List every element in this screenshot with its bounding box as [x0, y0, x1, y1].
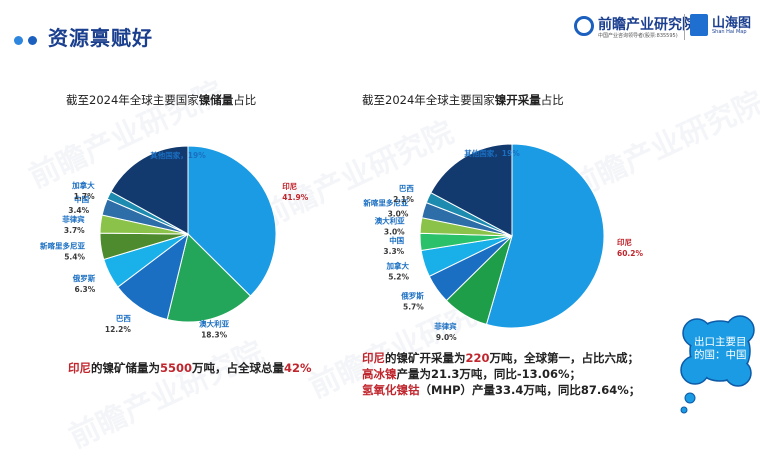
slice-value-label: 3.0% [388, 210, 409, 219]
slice-value-label: 3.0% [384, 228, 405, 237]
note-highlight: 5500 [160, 361, 193, 375]
mining-note-1: 印尼的镍矿开采量为220万吨，全球第一，占比六成； [362, 350, 639, 366]
brand2-subtitle: Shan Hai Map [712, 29, 747, 35]
slice-value-label: 3.7% [64, 226, 85, 235]
slice-name-label: 新喀里多尼亚 [40, 241, 85, 251]
brand-mark-icon [574, 16, 594, 36]
note-highlight: 高冰镍 [362, 367, 397, 381]
pie-chart-0: 印尼 41.9% 澳大利亚 18.3% 巴西 12.2% 俄罗斯 6.3% 新喀里多尼亚 5.4%… [40, 145, 309, 339]
note-highlight: 印尼 [362, 351, 385, 365]
slice-name-label: 澳大利亚 [199, 318, 229, 328]
note-text: 的镍矿开采量为 [385, 351, 466, 365]
brand2-name: 山海图 [712, 16, 752, 31]
pie-chart-1: 印尼60.2%菲律宾9.0%俄罗斯5.7%加拿大5.2%中国3.3%澳大利亚3.… [363, 143, 644, 342]
slice-name-label: 印尼 [282, 181, 297, 191]
slice-value-label: 1.7% [74, 192, 95, 201]
slice-name-label: 俄罗斯 [72, 273, 96, 283]
brand-subtitle: 中国产业咨询领导者(股票:835595) [598, 33, 678, 39]
cloud-text: 出口主要目的国：中国 [694, 336, 747, 361]
chart-title-prefix: 截至2024年全球主要国家 [66, 93, 199, 107]
note-highlight: 42% [284, 361, 312, 375]
slice-value-label: 41.9% [282, 193, 309, 202]
pie-slice [485, 143, 605, 329]
slice-value-label: 5.7% [403, 302, 424, 311]
slice-name-label: 加拿大 [71, 180, 95, 190]
note-text: （MHP）产量33.4万吨，同比87.64%； [419, 383, 641, 397]
pie-slice [187, 145, 277, 297]
slice-value-label: 2.1% [393, 195, 414, 204]
chart-title-bold: 镍储量 [198, 93, 234, 107]
pie-charts: 印尼 41.9% 澳大利亚 18.3% 巴西 12.2% 俄罗斯 6.3% 新喀里多尼亚 5.4%… [40, 143, 755, 414]
note-highlight: 220 [465, 351, 490, 365]
slice-name-label: 俄罗斯 [400, 290, 424, 300]
slice-value-label: 3.4% [68, 206, 89, 215]
slice-name-label: 中国 [74, 194, 89, 204]
mining-note-2: 高冰镍产量为21.3万吨，同比-13.06%； [362, 366, 581, 382]
slice-value-label: 6.3% [74, 285, 95, 294]
chart-title-suffix: 占比 [540, 93, 564, 107]
slice-value-label: 12.2% [105, 325, 132, 334]
slice-value-label: 18.3% [201, 330, 228, 339]
slice-name-label: 菲律宾 [434, 321, 457, 331]
page-title: 资源禀赋好 [48, 26, 153, 50]
pie-slice [110, 145, 189, 235]
logo-divider [684, 14, 685, 40]
chart-title-bold: 镍开采量 [494, 93, 541, 107]
note-highlight: 氢氧化镍钴 [362, 383, 420, 397]
slice-value-label: 9.0% [436, 333, 457, 342]
note-text: 的镍矿储量为 [91, 361, 160, 375]
header: 资源禀赋好 前瞻产业研究院 中国产业咨询领导者(股票:835595) 山海图 S… [0, 0, 760, 64]
slice-name-label: 其他国家，19% [464, 148, 520, 158]
cloud-callout [680, 315, 755, 414]
pie-slice [166, 233, 252, 323]
title-bullet-icon [14, 30, 42, 49]
slice-value-label: 60.2% [617, 249, 644, 258]
pie-slice [430, 143, 513, 237]
slice-name-label: 其他国家，19% [150, 150, 206, 160]
slice-name-label: 澳大利亚 [375, 216, 405, 226]
slice-name-label: 加拿大 [386, 261, 410, 271]
slice-value-label: 5.2% [388, 273, 409, 282]
note-highlight: 印尼 [68, 361, 91, 375]
slice-name-label: 中国 [389, 235, 404, 245]
note-text: 万吨，全球第一，占比六成； [489, 351, 640, 365]
note-text: 万吨，占全球总量 [192, 361, 285, 375]
brand-name: 前瞻产业研究院 [598, 17, 696, 33]
brand2-mark-icon [690, 14, 708, 36]
chart-title-mining: 截至2024年全球主要国家镍开采量占比 [362, 92, 564, 108]
slice-name-label: 巴西 [116, 314, 131, 323]
slice-value-label: 3.3% [383, 247, 404, 256]
slice-name-label: 巴西 [399, 184, 414, 193]
chart-title-reserves: 截至2024年全球主要国家镍储量占比 [66, 92, 256, 108]
mining-note-3: 氢氧化镍钴（MHP）产量33.4万吨，同比87.64%； [362, 382, 640, 398]
chart-title-prefix: 截至2024年全球主要国家 [362, 93, 495, 107]
note-text: 产量为21.3万吨，同比-13.06%； [396, 367, 582, 381]
slice-name-label: 新喀里多尼亚 [363, 198, 408, 208]
slice-name-label: 印尼 [617, 237, 632, 247]
slice-name-label: 菲律宾 [62, 214, 85, 224]
reserves-note: 印尼的镍矿储量为5500万吨，占全球总量42% [68, 360, 312, 376]
chart-title-suffix: 占比 [233, 93, 257, 107]
slice-value-label: 5.4% [64, 253, 85, 262]
